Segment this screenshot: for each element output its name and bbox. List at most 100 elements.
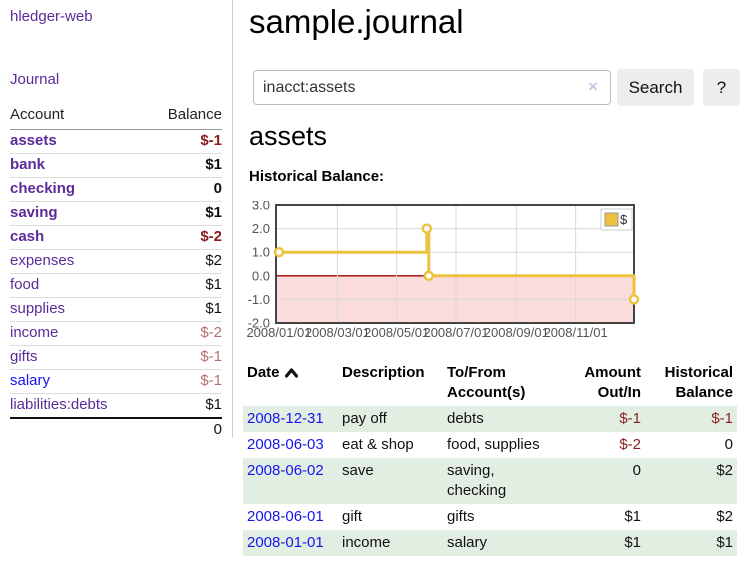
account-row: income $-2 — [10, 321, 222, 346]
svg-text:2008/09/01: 2008/09/01 — [484, 325, 549, 340]
transaction-date-cell: 2008-01-01 — [243, 530, 338, 556]
account-link-bank[interactable]: bank — [10, 156, 46, 173]
brand-link[interactable]: hledger-web — [10, 8, 93, 25]
transaction-description: eat & shop — [342, 436, 414, 453]
accounts-total-value: 0 — [146, 417, 222, 442]
transaction-description: save — [342, 462, 374, 479]
transaction-balance: $2 — [716, 508, 733, 525]
transaction-accounts: saving, checking — [447, 462, 507, 499]
account-balance: $1 — [146, 393, 222, 418]
page-title: sample.journal — [249, 3, 464, 40]
account-balance: $-2 — [146, 225, 222, 250]
transaction-balance: $1 — [716, 534, 733, 551]
search-button[interactable]: Search — [617, 69, 694, 106]
transaction-date-link[interactable]: 2008-12-31 — [247, 410, 324, 427]
account-row: saving $1 — [10, 201, 222, 226]
account-balance: $2 — [146, 249, 222, 274]
svg-text:0.0: 0.0 — [252, 268, 270, 283]
transaction-date-link[interactable]: 2008-06-03 — [247, 436, 324, 453]
account-link-cash[interactable]: cash — [10, 228, 45, 245]
account-balance: $1 — [146, 153, 222, 178]
account-row: food $1 — [10, 273, 222, 298]
account-balance: $1 — [146, 273, 222, 298]
register-table: Date Description To/From Account(s) Amou… — [243, 360, 737, 556]
accounts-header-account: Account — [10, 104, 147, 130]
account-link-food[interactable]: food — [10, 276, 40, 293]
transaction-amount: 0 — [632, 462, 641, 479]
account-balance: $1 — [146, 297, 222, 322]
register-header-date-label: Date — [247, 364, 280, 381]
accounts-header-row: Account Balance — [10, 104, 222, 130]
svg-text:$: $ — [620, 212, 628, 227]
svg-text:2008/05/01: 2008/05/01 — [364, 325, 429, 340]
account-row: salary $-1 — [10, 369, 222, 394]
clear-search-icon[interactable]: × — [588, 77, 598, 96]
chart-title: Historical Balance: — [249, 168, 385, 185]
account-link-expenses[interactable]: expenses — [10, 252, 75, 269]
account-link-checking[interactable]: checking — [10, 180, 76, 197]
account-balance: $-2 — [146, 321, 222, 346]
transaction-description: pay off — [342, 410, 387, 427]
transaction-date-cell: 2008-06-01 — [243, 504, 338, 530]
transaction-accounts: debts — [447, 410, 484, 427]
svg-text:2008/03/01: 2008/03/01 — [305, 325, 370, 340]
account-row: bank $1 — [10, 153, 222, 178]
accounts-header-balance: Balance — [146, 104, 222, 130]
account-row: cash $-2 — [10, 225, 222, 250]
svg-text:-2.0: -2.0 — [248, 316, 270, 331]
accounts-table: Account Balance assets $-1 bank $1 checking 0… — [10, 104, 222, 442]
register-header-balance: Historical Balance — [664, 364, 733, 401]
account-balance: $1 — [146, 201, 222, 226]
transaction-date-cell: 2008-06-02 — [243, 458, 338, 504]
account-row: expenses $2 — [10, 249, 222, 274]
transaction-amount: $1 — [624, 508, 641, 525]
account-heading: assets — [249, 121, 328, 151]
help-button[interactable]: ? — [703, 69, 740, 106]
account-row: assets $-1 — [10, 130, 222, 154]
transaction-date-cell: 2008-12-31 — [243, 406, 338, 432]
transaction-accounts: food, supplies — [447, 436, 540, 453]
svg-text:2.0: 2.0 — [252, 221, 270, 236]
register-row: 2008-06-03 eat & shop food, supplies $-2 0 — [243, 432, 737, 458]
account-row: supplies $1 — [10, 297, 222, 322]
search-input[interactable] — [253, 70, 611, 105]
sidebar-item-journal[interactable]: Journal — [10, 71, 60, 88]
transaction-amount: $-2 — [619, 436, 641, 453]
account-link-gifts[interactable]: gifts — [10, 348, 38, 365]
accounts-total-row: 0 — [10, 417, 222, 442]
register-header-accounts: To/From Account(s) — [447, 364, 526, 401]
svg-text:2008/07/01: 2008/07/01 — [423, 325, 488, 340]
transaction-amount: $1 — [624, 534, 641, 551]
transaction-balance: $2 — [716, 462, 733, 479]
account-link-saving[interactable]: saving — [10, 204, 58, 221]
account-link-assets[interactable]: assets — [10, 132, 57, 149]
account-link-salary[interactable]: salary — [10, 372, 51, 389]
account-row: gifts $-1 — [10, 345, 222, 370]
register-header-amount: Amount Out/In — [584, 364, 641, 401]
account-row: liabilities:debts $1 — [10, 393, 222, 418]
account-link-supplies[interactable]: supplies — [10, 300, 66, 317]
accounts-total-spacer — [10, 417, 147, 442]
account-row: checking 0 — [10, 177, 222, 202]
transaction-date-link[interactable]: 2008-06-01 — [247, 508, 324, 525]
register-header-date[interactable]: Date — [243, 360, 338, 406]
svg-text:3.0: 3.0 — [252, 201, 270, 213]
balance-chart-svg: 3.0 2.0 1.0 0.0 -1.0 -2.02008/01/012008/03/01… — [246, 198, 640, 340]
transaction-description: income — [342, 534, 391, 551]
register-row: 2008-01-01 income salary $1 $1 — [243, 530, 737, 556]
sidebar: hledger-web Journal Account Balance asse… — [0, 0, 233, 442]
register-row: 2008-06-01 gift gifts $1 $2 — [243, 504, 737, 530]
svg-text:-1.0: -1.0 — [248, 292, 270, 307]
account-link-liabilities-debts[interactable]: liabilities:debts — [10, 396, 108, 413]
register-header-row: Date Description To/From Account(s) Amou… — [243, 360, 737, 406]
transaction-date-link[interactable]: 2008-01-01 — [247, 534, 324, 551]
account-link-income[interactable]: income — [10, 324, 59, 341]
transaction-date-link[interactable]: 2008-06-02 — [247, 462, 324, 479]
account-balance: $-1 — [146, 345, 222, 370]
register-row: 2008-06-02 save saving, checking 0 $2 — [243, 458, 737, 504]
historical-balance-chart: 3.0 2.0 1.0 0.0 -1.0 -2.0 2008/01/01 2008/03/01… — [246, 198, 742, 353]
sort-ascending-icon — [284, 368, 298, 378]
transaction-balance: $-1 — [711, 410, 733, 427]
transaction-accounts: gifts — [447, 508, 475, 525]
svg-text:2008/01/01: 2008/01/01 — [246, 325, 311, 340]
